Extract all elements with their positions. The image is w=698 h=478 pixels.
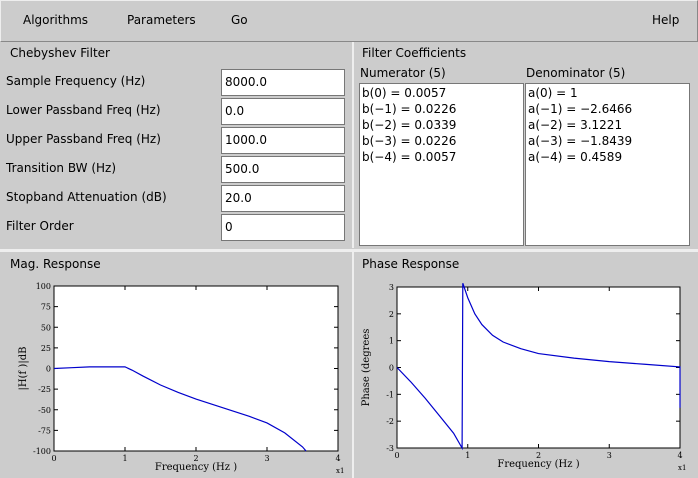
panel-title: Mag. Response: [10, 257, 101, 271]
coefficient: a(−1) = −2.6466: [528, 102, 633, 116]
list-title: Numerator (5): [360, 66, 446, 80]
y-axis-label: |H(f )|dB: [18, 347, 29, 391]
y-tick-label: -100: [33, 447, 51, 456]
panel-title: Filter Coefficients: [362, 46, 467, 60]
coefficient: b(−3) = 0.0226: [362, 134, 457, 148]
x-tick-label: 4: [335, 454, 340, 463]
multiplier: x1: [678, 464, 686, 472]
y-tick-label: -1: [386, 390, 394, 399]
text-input[interactable]: 500.0: [221, 156, 345, 183]
y-tick-label: 0: [46, 365, 51, 374]
field-label: Lower Passband Freq (Hz): [6, 103, 161, 117]
text-input[interactable]: 20.0: [221, 185, 345, 212]
coefficient: a(−2) = 3.1221: [528, 118, 623, 132]
list-title: Denominator (5): [526, 66, 626, 80]
y-tick-label: -3: [386, 444, 394, 453]
multiplier: x1: [336, 467, 344, 475]
panel-title: Chebyshev Filter: [10, 46, 110, 60]
x-tick-label: 2: [536, 451, 541, 460]
coefficient: a(−3) = −1.8439: [528, 134, 633, 148]
coefficient: b(−1) = 0.0226: [362, 102, 457, 116]
x-axis-label: Frequency (Hz ): [497, 459, 579, 470]
x-tick-label: 4: [677, 451, 682, 460]
response-line: [396, 283, 681, 451]
denominator-list[interactable]: a(0) = 1 a(−1) = −2.6466 a(−2) = 3.1221 a(−…: [525, 83, 690, 246]
y-axis-label: Phase (degrees: [361, 329, 372, 407]
text-input[interactable]: 0: [221, 214, 345, 241]
coefficient: b(0) = 0.0057: [362, 86, 447, 100]
response-line: [53, 366, 307, 452]
x-axis-label: Frequency (Hz ): [155, 462, 237, 473]
menu-item[interactable]: Algorithms: [23, 13, 89, 27]
menu-item[interactable]: Help: [652, 13, 680, 27]
y-tick-label: 100: [36, 282, 51, 291]
x-tick-label: 3: [264, 454, 269, 463]
y-tick-label: -75: [38, 426, 51, 435]
divider: [352, 252, 354, 478]
x-tick-label: 1: [122, 454, 127, 463]
plot-area: [396, 286, 681, 449]
field-label: Transition BW (Hz): [6, 161, 117, 175]
y-tick-label: 1: [389, 337, 394, 346]
y-tick-label: 50: [41, 323, 51, 332]
coefficient: a(0) = 1: [528, 86, 578, 100]
numerator-list[interactable]: b(0) = 0.0057 b(−1) = 0.0226 b(−2) = 0.033…: [359, 83, 524, 246]
menu-item[interactable]: Parameters: [127, 13, 196, 27]
text-input[interactable]: 0.0: [221, 98, 345, 125]
y-tick-label: 0: [389, 364, 394, 373]
divider: [0, 249, 698, 252]
y-tick-label: 3: [389, 283, 394, 292]
field-label: Stopband Attenuation (dB): [6, 190, 167, 204]
y-tick-label: -25: [38, 385, 51, 394]
x-tick-label: 0: [51, 454, 56, 463]
x-tick-label: 1: [465, 451, 470, 460]
y-tick-label: 2: [389, 310, 394, 319]
y-tick-label: 75: [41, 303, 51, 312]
x-tick-label: 3: [607, 451, 612, 460]
x-tick-label: 0: [394, 451, 399, 460]
field-label: Filter Order: [6, 219, 74, 233]
text-input[interactable]: 1000.0: [221, 127, 345, 154]
field-label: Sample Frequency (Hz): [6, 74, 146, 88]
coefficient: b(−2) = 0.0339: [362, 118, 457, 132]
divider: [352, 42, 354, 248]
menu-bar: Algorithms Parameters Go Help: [0, 0, 698, 42]
coefficient: b(−4) = 0.0057: [362, 150, 457, 164]
x-tick-label: 2: [193, 454, 198, 463]
y-tick-label: -50: [38, 406, 51, 415]
text-input[interactable]: 8000.0: [221, 69, 345, 96]
plot-area: [53, 285, 339, 452]
field-label: Upper Passband Freq (Hz): [6, 132, 161, 146]
menu-item[interactable]: Go: [231, 13, 248, 27]
y-tick-label: 25: [41, 344, 51, 353]
coefficient: a(−4) = 0.4589: [528, 150, 623, 164]
panel-title: Phase Response: [362, 257, 460, 271]
y-tick-label: -2: [386, 417, 394, 426]
